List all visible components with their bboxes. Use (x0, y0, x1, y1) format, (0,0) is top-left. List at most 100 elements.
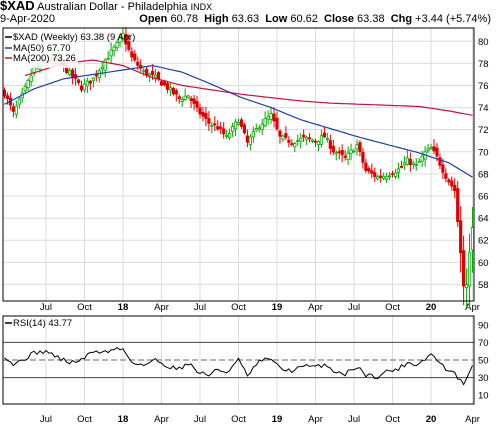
candle-down (189, 98, 193, 102)
candle-down (201, 112, 205, 117)
candle-down (343, 155, 347, 158)
chg-value: +3.44 (+5.74%) (415, 13, 491, 25)
candle-down (322, 132, 327, 138)
candle-up (376, 176, 380, 180)
rsi-y-tick-label: 50 (478, 356, 489, 367)
candle-up (183, 95, 187, 100)
candle-down (307, 137, 312, 140)
candle-down (337, 151, 341, 154)
rsi-x-tick-label: 18 (118, 414, 129, 425)
candle-up (426, 148, 430, 152)
y-tick-label: 74 (478, 103, 489, 114)
open-value: 60.78 (170, 13, 198, 25)
candle-down (216, 126, 220, 130)
candle-up (257, 127, 261, 130)
candle-up (142, 70, 146, 73)
main-plot-frame (2, 27, 475, 302)
x-tick-label: Apr (465, 302, 480, 313)
candle-up (420, 155, 424, 162)
candle-down (438, 157, 442, 166)
candle-up (254, 128, 258, 131)
ohlc-readout: Open 60.78 High 63.63 Low 60.62 Close 63… (139, 13, 491, 25)
rsi-x-tick-label: Jul (348, 414, 360, 425)
candle-down (367, 168, 371, 172)
legend-ma200: MA(200) 73.26 (13, 53, 76, 64)
candle-down (408, 158, 412, 166)
candle-up (112, 46, 116, 52)
candle-down (11, 106, 15, 112)
candle-up (248, 136, 252, 146)
candle-down (174, 90, 178, 95)
candle-down (127, 41, 131, 50)
candle-down (213, 123, 217, 126)
open-label: Open (139, 13, 168, 25)
candle-down (165, 83, 170, 90)
candle-up (385, 176, 389, 180)
x-tick-label: Oct (385, 302, 400, 313)
candle-down (162, 81, 167, 86)
candle-down (272, 113, 276, 122)
candle-down (331, 145, 335, 153)
candle-down (124, 34, 128, 45)
candle-down (130, 51, 134, 58)
candle-down (373, 172, 377, 177)
candle-down (5, 95, 10, 99)
candle-up (281, 135, 285, 140)
candle-down (435, 147, 439, 157)
candle-down (159, 81, 164, 86)
candle-up (296, 139, 300, 142)
candle-up (91, 77, 95, 81)
candle-up (316, 140, 321, 145)
candle-up (467, 251, 472, 287)
candle-up (251, 131, 255, 138)
candle-down (207, 118, 211, 124)
y-tick-label: 76 (478, 81, 489, 92)
candle-down (245, 135, 249, 143)
candle-down (88, 80, 92, 84)
candle-up (228, 133, 232, 138)
candle-up (396, 168, 401, 173)
candle-up (470, 227, 475, 251)
legend-rsi: RSI(14) 43.77 (13, 318, 72, 329)
quote-date: 9-Apr-2020 (0, 13, 56, 25)
candle-up (382, 175, 386, 179)
y-tick-label: 68 (478, 169, 489, 180)
candle-down (150, 70, 155, 75)
candle-up (100, 66, 104, 70)
x-tick-label: Jul (40, 302, 52, 313)
y-tick-label: 78 (478, 59, 489, 70)
candle-down (358, 142, 362, 153)
candle-down (390, 173, 395, 176)
candle-up (429, 147, 433, 150)
rsi-x-tick-label: Oct (385, 414, 400, 425)
candle-up (319, 135, 324, 145)
rsi-y-tick-label: 30 (478, 373, 489, 384)
ma50-line (4, 64, 473, 178)
candle-up (106, 57, 110, 60)
candle-down (462, 250, 466, 287)
candle-up (210, 124, 214, 127)
candle-up (68, 70, 72, 75)
candle-up (121, 32, 125, 39)
high-value: 63.63 (231, 13, 260, 25)
candle-down (219, 126, 223, 129)
rsi-y-tick-label: 90 (478, 320, 489, 331)
candle-up (225, 134, 229, 137)
rsi-x-tick-label: Jul (194, 414, 206, 425)
candle-up (402, 162, 406, 166)
candle-up (405, 157, 409, 165)
rsi-x-tick-label: 19 (272, 414, 283, 425)
rsi-x-tick-label: Oct (77, 414, 92, 425)
x-tick-label: 20 (426, 302, 437, 313)
candle-down (133, 53, 137, 61)
candle-up (26, 79, 30, 89)
candle-down (76, 79, 81, 84)
x-tick-label: Apr (308, 302, 323, 313)
candle-down (177, 96, 181, 100)
candle-up (186, 95, 190, 98)
candle-up (14, 105, 18, 115)
candle-up (355, 144, 359, 150)
candle-up (236, 122, 241, 125)
candle-up (118, 37, 122, 43)
x-tick-label: 18 (118, 302, 129, 313)
